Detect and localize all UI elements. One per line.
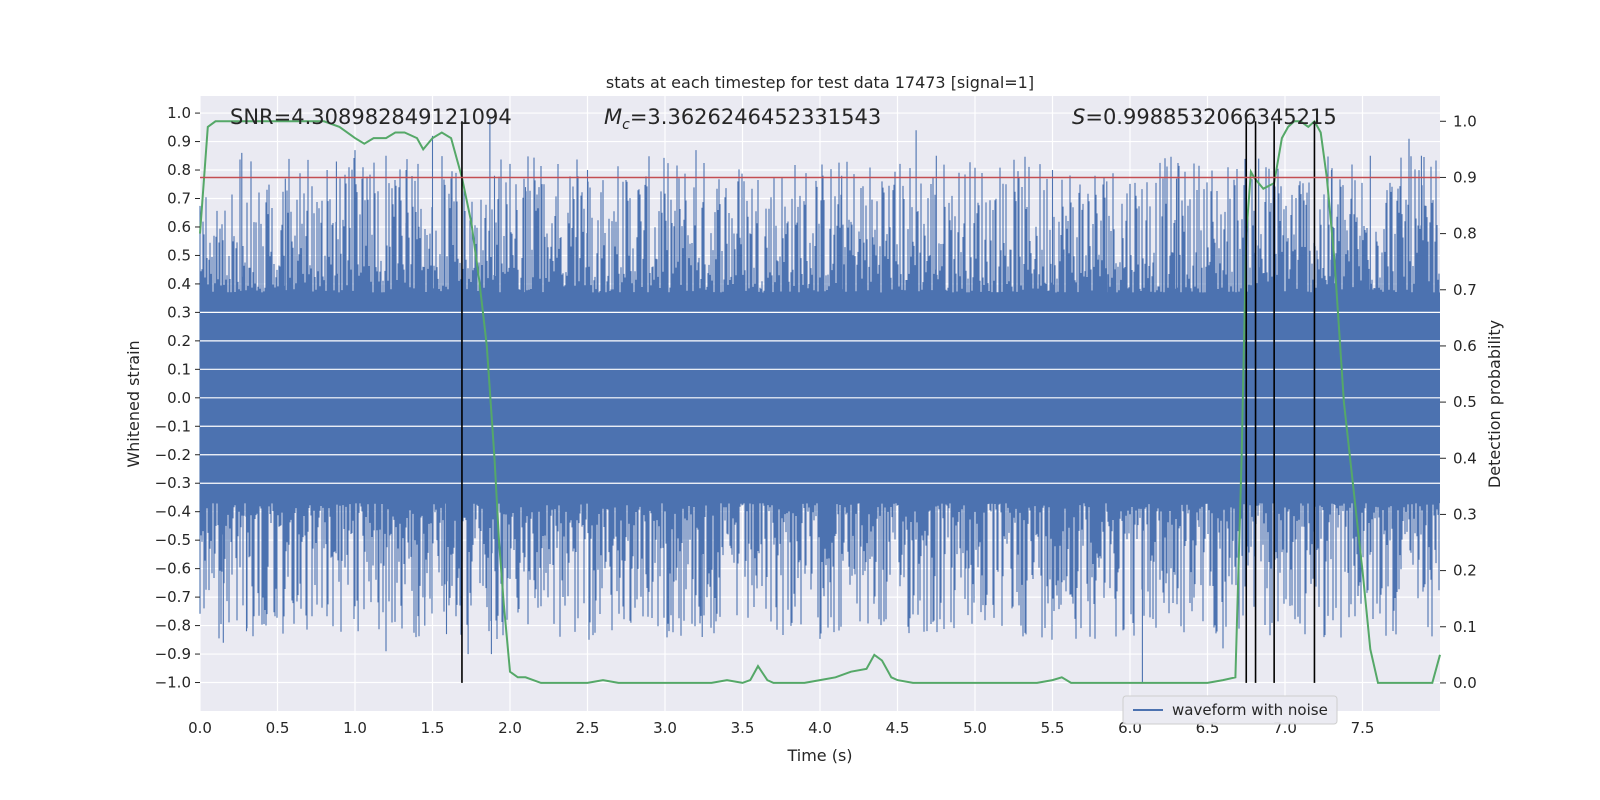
chirp-mass-annotation: Mc=3.3626246452331543 [604, 105, 881, 133]
x-tick-label: 1.5 [421, 719, 445, 737]
chirp-mass-subscript: c [622, 117, 630, 133]
legend-entry: waveform with noise [1172, 701, 1328, 719]
x-tick-label: 0.5 [266, 719, 290, 737]
x-tick-label: 2.0 [498, 719, 522, 737]
chirp-mass-symbol: M [604, 105, 622, 129]
chart-title: stats at each timestep for test data 174… [606, 73, 1034, 92]
probability-series [199, 119, 1441, 684]
y-tick-label: 0.3 [167, 303, 191, 321]
y2-tick-label: 0.7 [1453, 281, 1477, 299]
legend-box [1122, 695, 1338, 725]
x-tick-label: 1.0 [343, 719, 367, 737]
x-tick-label: 5.0 [963, 719, 987, 737]
y-tick-label: −0.3 [155, 474, 191, 492]
snr-annotation: SNR=4.308982849121094 [230, 105, 512, 129]
x-tick-label: 0.0 [188, 719, 212, 737]
y-tick-label: 0.0 [167, 389, 191, 407]
y-tick-label: −0.9 [155, 645, 191, 663]
y2-tick-label: 0.8 [1453, 225, 1477, 243]
y-tick-label: 0.1 [167, 360, 191, 378]
x-tick-label: 7.5 [1351, 719, 1375, 737]
waveform-series [199, 118, 1440, 683]
y2-tick-label: 0.9 [1453, 168, 1477, 186]
x-tick-label: 4.0 [808, 719, 832, 737]
y-tick-label: −0.4 [155, 503, 191, 521]
y2-tick-label: 0.5 [1453, 393, 1477, 411]
y2-tick-label: 0.2 [1453, 562, 1477, 580]
y-tick-label: −0.6 [155, 560, 191, 578]
y-axis-label: Whitened strain [124, 340, 143, 467]
y-tick-label: 0.8 [167, 161, 191, 179]
y-tick-label: −1.0 [155, 674, 191, 692]
x-axis-label: Time (s) [786, 746, 852, 765]
s-value: =0.9988532066345215 [1085, 105, 1336, 129]
y2-tick-label: 0.6 [1453, 337, 1477, 355]
y-tick-label: 0.9 [167, 133, 191, 151]
y-tick-label: −0.5 [155, 531, 191, 549]
y2-tick-label: 0.1 [1453, 618, 1477, 636]
y2-tick-label: 1.0 [1453, 112, 1477, 130]
y-tick-label: −0.7 [155, 588, 191, 606]
legend: waveform with noise [1122, 695, 1338, 725]
x-tick-label: 5.5 [1041, 719, 1065, 737]
s-annotation: S=0.9988532066345215 [1072, 105, 1337, 129]
y-tick-label: 0.7 [167, 190, 191, 208]
y2-tick-labels: 1.0 0.9 0.8 0.7 0.6 0.5 0.4 0.3 0.2 0.1 0.0 [1440, 112, 1477, 692]
y-tick-label: 0.4 [167, 275, 191, 293]
chirp-mass-value: =3.3626246452331543 [630, 105, 881, 129]
x-tick-label: 3.0 [653, 719, 677, 737]
y-tick-label: −0.2 [155, 446, 191, 464]
y2-tick-label: 0.3 [1453, 505, 1477, 523]
y-tick-label: 0.2 [167, 332, 191, 350]
y2-tick-label: 0.0 [1453, 674, 1477, 692]
x-tick-label: 4.5 [886, 719, 910, 737]
x-tick-label: 3.5 [731, 719, 755, 737]
y-tick-label: 1.0 [167, 104, 191, 122]
y2-axis-label: Detection probability [1485, 320, 1504, 488]
vertical-markers [461, 121, 1316, 683]
y2-tick-label: 0.4 [1453, 449, 1477, 467]
y-tick-label: −0.8 [155, 617, 191, 635]
x-tick-label: 2.5 [576, 719, 600, 737]
y-tick-label: −0.1 [155, 417, 191, 435]
y-tick-label: 0.5 [167, 246, 191, 264]
probability-line [199, 119, 1441, 684]
y-tick-labels: 1.0 0.9 0.8 0.7 0.6 0.5 0.4 0.3 0.2 0.1 0.0 −0.1 −0.… [155, 104, 200, 692]
s-symbol: S [1072, 105, 1085, 129]
y-tick-label: 0.6 [167, 218, 191, 236]
